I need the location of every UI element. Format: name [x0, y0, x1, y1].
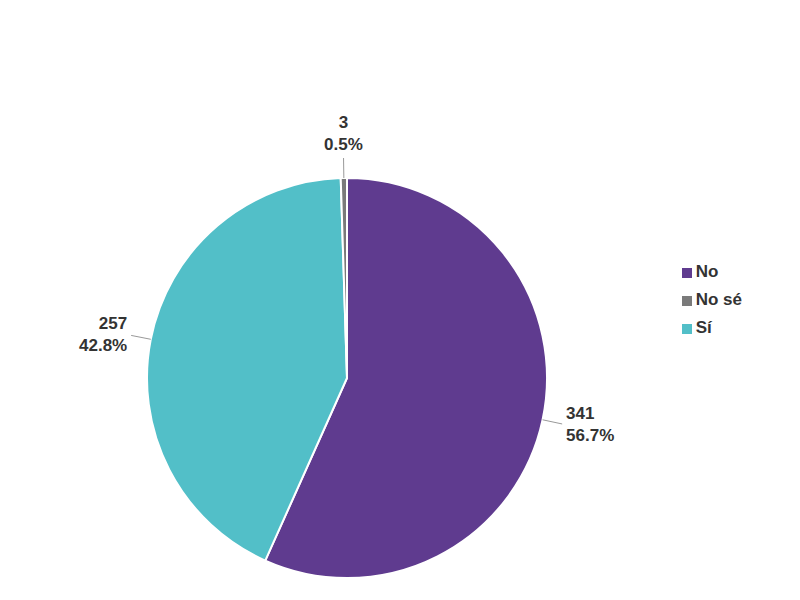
html-text:No sé: No sé [695, 290, 742, 309]
svg-text:42.8%: 42.8% [79, 336, 127, 355]
svg-text:0.5%: 0.5% [324, 135, 363, 154]
html-text:Sí: Sí [695, 318, 712, 337]
svg-text:3: 3 [339, 113, 348, 132]
svg-text:257: 257 [99, 314, 127, 333]
svg-text:56.7%: 56.7% [566, 426, 614, 445]
html-text:No: No [695, 262, 719, 281]
svg-text:341: 341 [566, 404, 594, 423]
